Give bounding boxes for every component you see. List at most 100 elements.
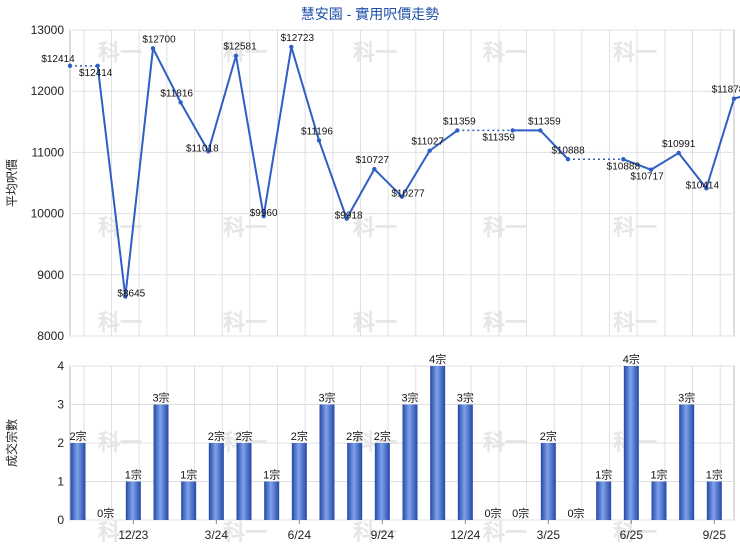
count-data-label: 1宗 <box>595 468 612 482</box>
count-bar <box>236 443 252 520</box>
count-bar <box>181 481 197 520</box>
x-tick-label: 12/23 <box>118 528 148 542</box>
price-data-label: $9960 <box>250 208 278 219</box>
price-point <box>289 44 294 50</box>
watermark-text: 科一 <box>98 310 142 335</box>
price-y-tick-label: 13000 <box>31 23 65 37</box>
price-point <box>206 149 211 154</box>
count-data-label: 1宗 <box>180 468 197 482</box>
price-data-label: $11359 <box>482 132 515 143</box>
count-data-label: 1宗 <box>125 468 142 482</box>
month-x-axis: 12/23 3/24 6/24 9/24 12/24 3/25 6/25 9/25 <box>118 520 726 542</box>
price-line-segment <box>677 152 708 189</box>
price-data-label: $11359 <box>528 116 561 127</box>
count-data-label: 2宗 <box>69 429 86 443</box>
price-point <box>123 294 128 299</box>
price-point <box>261 213 266 219</box>
price-data-label: $10717 <box>630 172 664 183</box>
x-tick-label: 3/24 <box>205 528 229 542</box>
price-point <box>565 157 571 162</box>
count-bar <box>679 404 695 520</box>
count-bar <box>402 404 418 520</box>
price-line-segment <box>429 129 458 152</box>
price-point <box>510 128 515 133</box>
price-point <box>676 150 681 156</box>
price-point <box>316 138 322 143</box>
price-line-segment <box>650 152 680 171</box>
price-point <box>704 186 709 191</box>
price-data-label: $10888 <box>607 161 641 172</box>
count-bar <box>706 481 722 520</box>
count-bar <box>457 404 473 520</box>
price-point <box>178 100 183 105</box>
count-data-label: 3宗 <box>318 391 335 405</box>
price-line-segment <box>207 55 237 152</box>
price-line-segment <box>318 140 348 219</box>
price-data-label: $11027 <box>411 137 444 148</box>
price-y-tick-label: 9000 <box>37 268 64 282</box>
price-data-label: $12414 <box>41 54 75 65</box>
x-tick-label: 9/24 <box>371 528 395 542</box>
price-line-segment <box>373 168 403 198</box>
count-bar <box>430 366 446 520</box>
count-y-tick-label: 4 <box>57 359 64 373</box>
price-line-segment <box>733 95 740 100</box>
count-data-label: 3宗 <box>152 391 169 405</box>
watermark-text: 科一 <box>613 520 657 545</box>
count-data-labels: 2宗 0宗 1宗 3宗 1宗 2宗 2宗 1宗 2宗 3宗 2宗 2宗 3宗 4宗 3宗 0宗 0宗 2宗 0宗 1宗… <box>69 352 722 520</box>
price-point <box>150 46 156 51</box>
price-line-segment <box>235 55 265 217</box>
price-data-label: $11196 <box>301 126 333 137</box>
price-point <box>344 216 349 221</box>
price-data-label: $12414 <box>79 68 113 79</box>
price-y-axis-title: 平均呎價 <box>5 159 19 207</box>
count-bar <box>540 443 556 520</box>
price-point <box>233 53 239 58</box>
count-data-label: 2宗 <box>235 429 252 443</box>
price-data-label: $9918 <box>335 211 363 222</box>
price-line-segment <box>152 47 182 103</box>
count-bar <box>374 443 390 520</box>
count-y-axis: 0 1 2 3 4 成交宗數 <box>4 359 64 527</box>
count-data-label: 2宗 <box>346 429 363 443</box>
price-data-label: $11816 <box>160 88 193 99</box>
count-bar <box>70 443 86 520</box>
watermark-text: 科一 <box>613 40 657 65</box>
count-data-label: 0宗 <box>484 506 501 520</box>
price-line-segment <box>345 168 376 220</box>
x-tick-label: 3/25 <box>537 528 561 542</box>
price-y-tick-label: 11000 <box>32 145 65 159</box>
watermark-text: 科一 <box>353 520 397 545</box>
price-line-segment <box>622 158 652 171</box>
price-point <box>427 148 432 153</box>
count-data-label: 1宗 <box>706 468 723 482</box>
price-line-segment <box>262 46 293 217</box>
count-data-label: 4宗 <box>623 352 640 366</box>
count-bar <box>291 443 307 520</box>
price-point <box>731 96 737 101</box>
count-data-label: 3宗 <box>457 391 474 405</box>
price-line-segment <box>96 65 127 297</box>
watermark-text: 科一 <box>98 40 142 65</box>
watermark-text: 科一 <box>98 215 142 240</box>
count-data-label: 0宗 <box>567 506 584 520</box>
count-data-label: 1宗 <box>650 468 667 482</box>
count-y-tick-label: 3 <box>57 398 64 412</box>
price-data-label: $12581 <box>223 42 257 53</box>
price-data-label: $8645 <box>117 289 145 300</box>
watermark-text: 科一 <box>223 215 267 240</box>
price-y-tick-label: 10000 <box>31 207 65 221</box>
count-y-tick-label: 1 <box>57 475 64 489</box>
price-data-label: $10727 <box>356 155 390 166</box>
price-point <box>621 157 626 162</box>
watermark-text: 科一 <box>353 310 397 335</box>
watermark-text: 科一 <box>223 310 267 335</box>
count-data-label: 2宗 <box>540 429 557 443</box>
price-data-label: $12700 <box>142 34 176 45</box>
price-point <box>399 194 405 199</box>
count-data-label: 2宗 <box>291 429 308 443</box>
price-line-segment <box>705 98 735 189</box>
count-y-tick-label: 2 <box>57 436 64 450</box>
watermark-text: 科一 <box>353 40 397 65</box>
